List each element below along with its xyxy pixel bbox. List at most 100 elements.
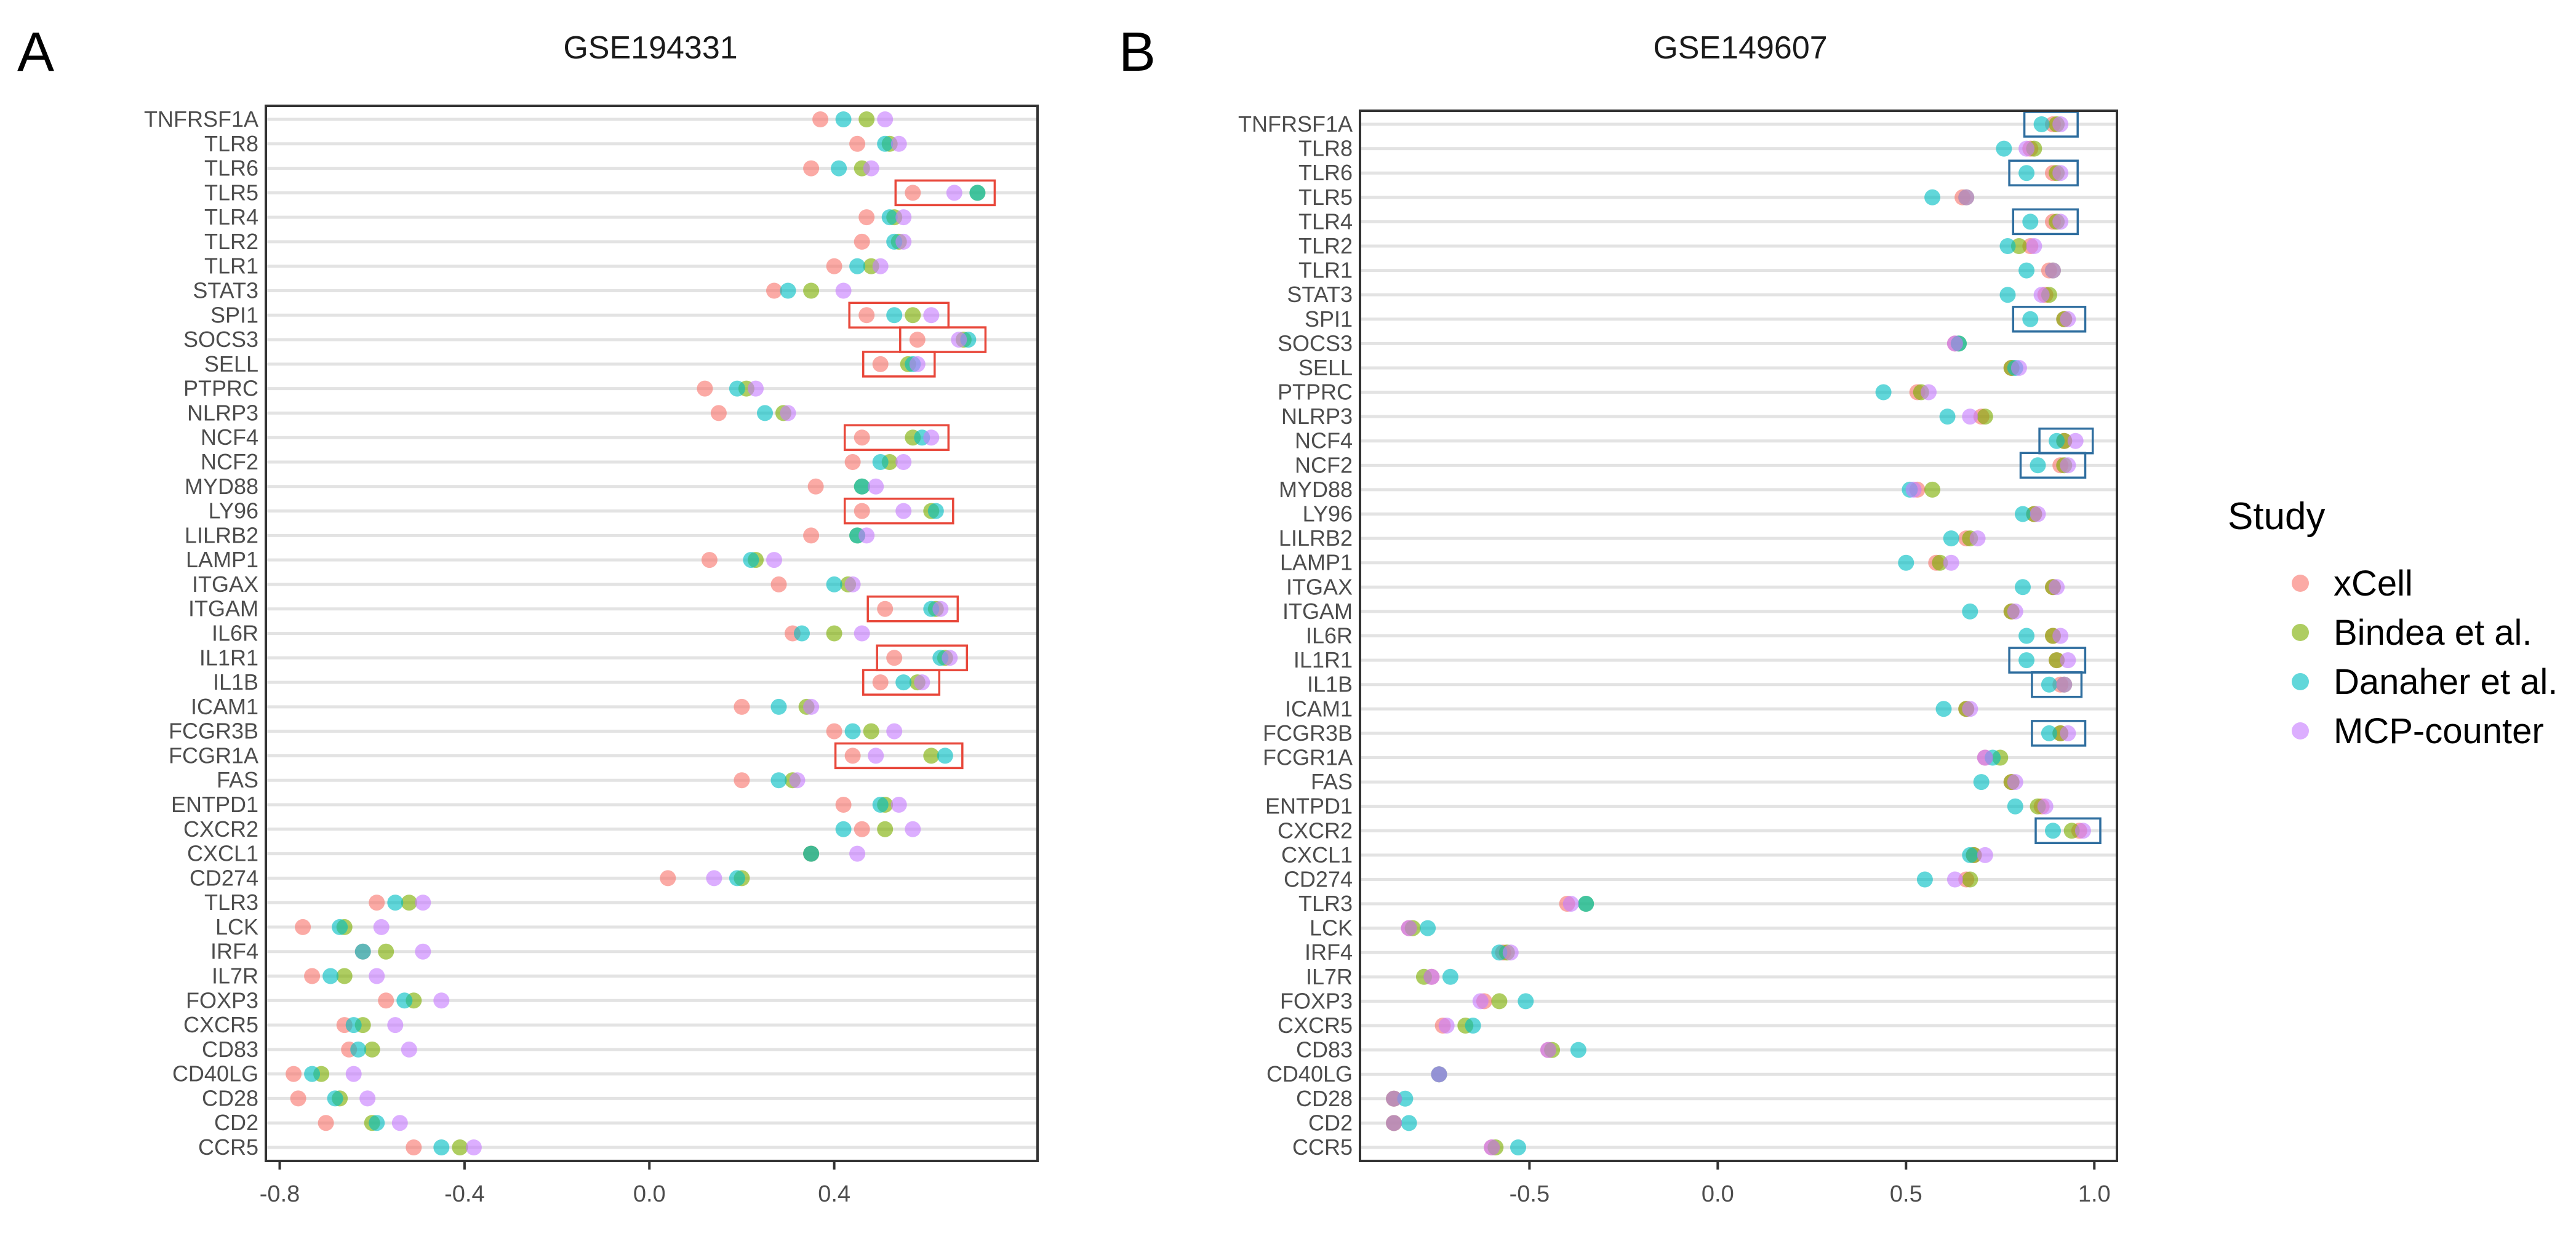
data-point: [369, 895, 385, 911]
data-point: [748, 380, 764, 397]
highlight-box: [862, 669, 941, 696]
gene-label: CD40LG: [172, 1061, 258, 1086]
panel-b-y-labels: TNFRSF1ATLR8TLR6TLR5TLR4TLR2TLR1STAT3SPI…: [1238, 111, 1353, 1160]
data-point: [844, 723, 861, 740]
legend-label: Bindea et al.: [2334, 613, 2532, 653]
gene-label: ITGAM: [188, 596, 258, 621]
data-point: [433, 992, 450, 1009]
data-point: [734, 772, 750, 789]
data-point: [826, 723, 842, 740]
data-point: [1916, 871, 1933, 888]
data-point: [396, 992, 413, 1009]
data-point: [863, 723, 879, 740]
gene-label: FOXP3: [1280, 988, 1353, 1013]
gene-label: SOCS3: [1278, 330, 1353, 356]
data-point: [1958, 189, 1975, 205]
legend-key: [2292, 673, 2309, 690]
data-point: [1875, 384, 1892, 401]
gene-label: ITGAX: [192, 572, 258, 597]
data-point: [734, 698, 750, 715]
data-point: [710, 405, 727, 421]
data-point: [2060, 311, 2076, 327]
gene-label: PTPRC: [1278, 380, 1353, 405]
panel-a-plot: TNFRSF1ATLR8TLR6TLR5TLR4TLR2TLR1STAT3SPI…: [144, 105, 1039, 1207]
data-point: [2022, 311, 2039, 327]
gene-label: TLR4: [204, 204, 258, 229]
x-tick-label: -0.4: [444, 1181, 484, 1207]
gene-label: LCK: [1310, 915, 1353, 941]
data-point: [1484, 1139, 1500, 1155]
data-point: [872, 797, 889, 813]
data-point: [923, 748, 940, 764]
legend-items: xCell Bindea et al. Danaher et al. MCP-coun…: [2292, 564, 2558, 751]
x-tick-label: 0.5: [1890, 1181, 1922, 1207]
data-point: [706, 870, 722, 887]
data-point: [1924, 189, 1941, 205]
gene-label: LY96: [1303, 501, 1353, 527]
gene-label: NCF4: [201, 425, 258, 450]
data-point: [2052, 213, 2069, 230]
data-point: [854, 503, 870, 519]
data-point: [909, 356, 926, 372]
data-point: [835, 111, 852, 127]
data-point: [290, 1090, 306, 1107]
data-point: [807, 478, 824, 495]
data-point: [1962, 701, 1978, 717]
data-point: [844, 454, 861, 470]
gene-label: CD83: [202, 1037, 258, 1062]
highlight-box: [2012, 306, 2087, 333]
data-point: [1977, 749, 1993, 766]
gene-label: FAS: [1311, 769, 1353, 794]
data-point: [877, 600, 894, 617]
data-point: [895, 503, 912, 519]
highlight-box: [843, 424, 950, 451]
gene-label: TLR1: [1298, 258, 1353, 283]
highlight-box: [2034, 817, 2102, 845]
panel-b-frame: [1359, 110, 2118, 1162]
data-point: [304, 968, 321, 984]
gene-label: NCF4: [1295, 428, 1353, 453]
gene-label: CD28: [202, 1085, 258, 1110]
data-point: [770, 772, 787, 789]
data-point: [391, 1115, 408, 1131]
highlight-box: [2031, 720, 2087, 747]
data-point: [364, 1041, 380, 1058]
gene-label: LY96: [209, 498, 258, 524]
highlight-box: [866, 595, 959, 623]
data-point: [1518, 993, 1534, 1010]
gene-label: LAMP1: [186, 547, 258, 572]
gene-label: TLR3: [1298, 891, 1353, 916]
data-point: [1898, 554, 1914, 571]
data-point: [2007, 774, 2023, 791]
data-point: [2060, 652, 2076, 669]
panel-letter-a: A: [17, 22, 54, 83]
data-point: [2007, 798, 2023, 815]
data-point: [1999, 238, 2016, 254]
gene-label: TLR6: [204, 156, 258, 181]
gene-label: FAS: [217, 767, 258, 792]
data-point: [858, 307, 875, 324]
panel-b-x-axis: -0.5 0.0 0.5 1.0: [1510, 1161, 2111, 1207]
gene-label: CD83: [1296, 1037, 1353, 1063]
data-point: [2049, 579, 2065, 596]
data-point: [354, 943, 371, 960]
data-point: [2067, 433, 2084, 449]
data-point: [969, 185, 986, 201]
gene-label: IL1B: [213, 669, 258, 695]
gene-label: TNFRSF1A: [144, 106, 258, 132]
data-point: [369, 1115, 385, 1131]
data-point: [729, 870, 745, 887]
data-point: [1946, 335, 1963, 352]
data-point: [877, 111, 894, 127]
data-point: [2060, 725, 2076, 741]
data-point: [757, 405, 773, 421]
highlight-box: [834, 742, 964, 770]
gene-label: TLR8: [1298, 136, 1353, 161]
x-tick-label: -0.5: [1510, 1181, 1550, 1207]
data-point: [854, 478, 870, 495]
legend-label: Danaher et al.: [2334, 662, 2558, 702]
gene-label: TLR6: [1298, 160, 1353, 185]
data-point: [1962, 603, 1978, 620]
data-point: [433, 1139, 450, 1155]
